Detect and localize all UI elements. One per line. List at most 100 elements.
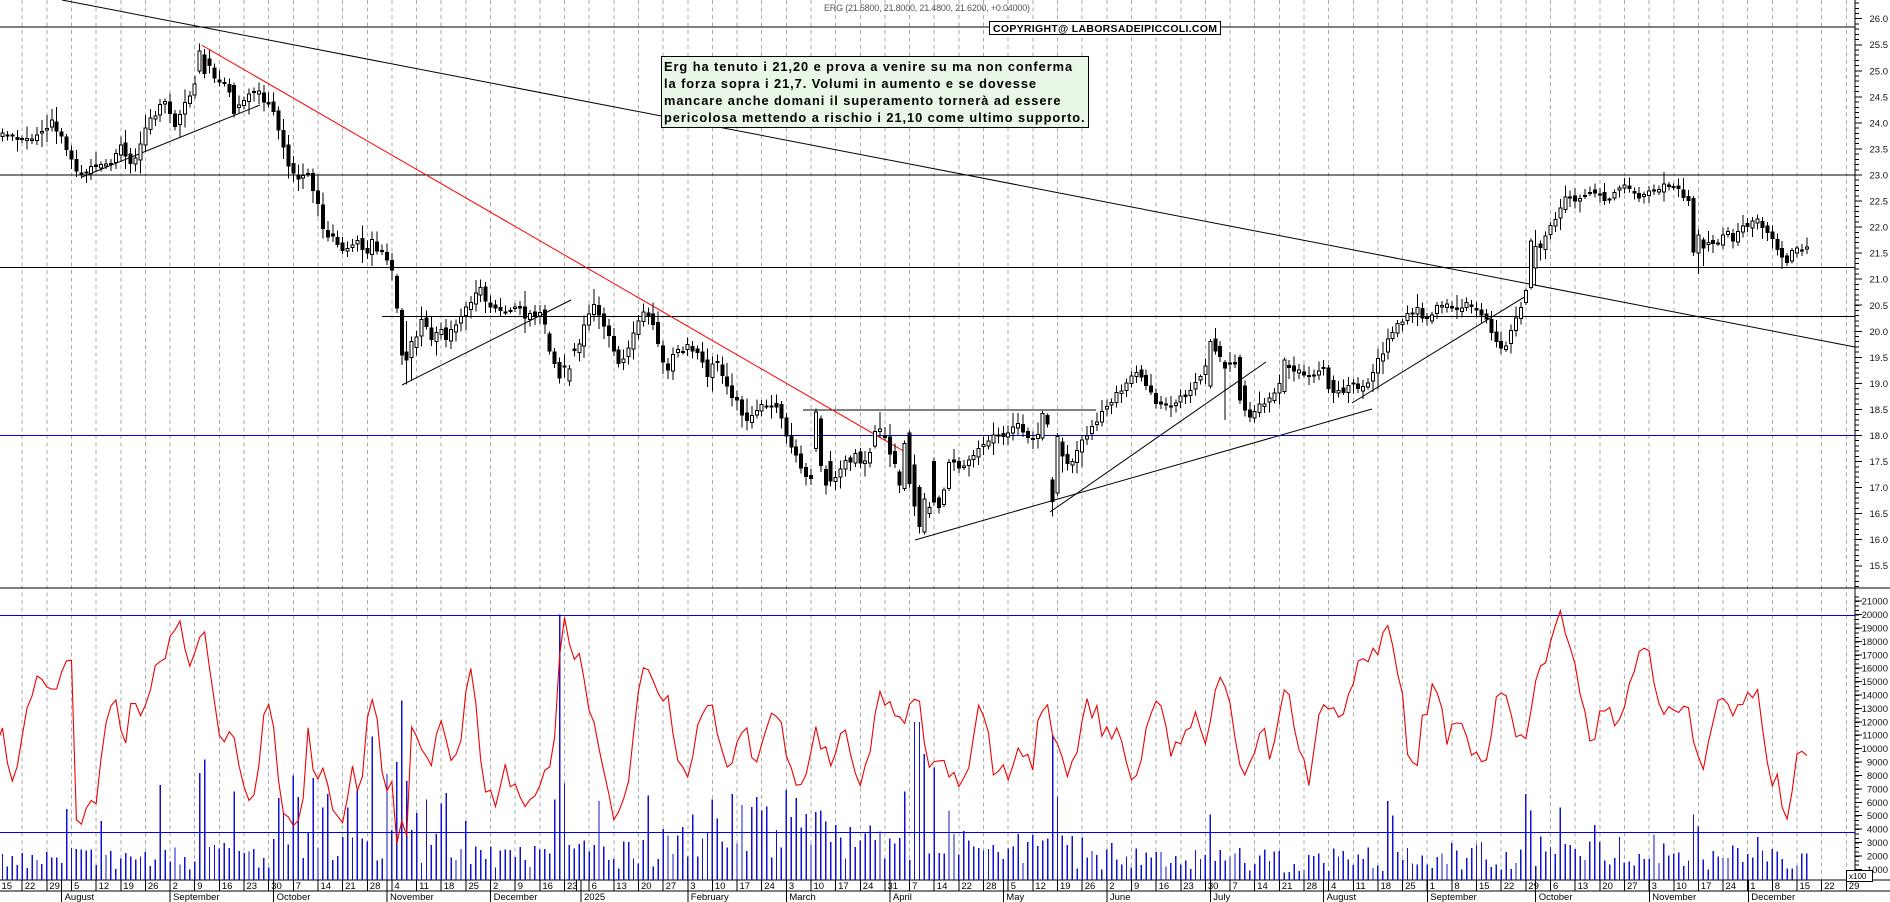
svg-text:28: 28 bbox=[370, 881, 381, 892]
svg-text:30: 30 bbox=[271, 881, 282, 892]
svg-text:17: 17 bbox=[838, 881, 849, 892]
svg-text:6: 6 bbox=[1553, 881, 1558, 892]
svg-text:7000: 7000 bbox=[1867, 784, 1888, 795]
svg-text:ERG (21.5800, 21.8000, 21.4800: ERG (21.5800, 21.8000, 21.4800, 21.6200,… bbox=[824, 3, 1030, 13]
svg-text:28: 28 bbox=[986, 881, 997, 892]
svg-text:13: 13 bbox=[1578, 881, 1589, 892]
svg-text:November: November bbox=[1652, 892, 1696, 902]
svg-text:4: 4 bbox=[394, 881, 399, 892]
svg-text:9: 9 bbox=[518, 881, 523, 892]
svg-text:21: 21 bbox=[345, 881, 356, 892]
svg-text:17000: 17000 bbox=[1862, 650, 1888, 661]
svg-text:27: 27 bbox=[1627, 881, 1638, 892]
svg-text:1000: 1000 bbox=[1867, 865, 1888, 876]
svg-text:2025: 2025 bbox=[584, 892, 605, 902]
svg-text:3000: 3000 bbox=[1867, 838, 1888, 849]
svg-text:16.0: 16.0 bbox=[1870, 535, 1889, 546]
svg-text:June: June bbox=[1110, 892, 1131, 902]
svg-text:24: 24 bbox=[1726, 881, 1737, 892]
svg-text:1: 1 bbox=[1750, 881, 1755, 892]
svg-text:26: 26 bbox=[148, 881, 159, 892]
svg-text:14: 14 bbox=[321, 881, 332, 892]
svg-text:7: 7 bbox=[1233, 881, 1238, 892]
svg-text:September: September bbox=[173, 892, 219, 902]
svg-text:August: August bbox=[65, 892, 95, 902]
svg-text:7: 7 bbox=[296, 881, 301, 892]
svg-text:16.5: 16.5 bbox=[1870, 509, 1889, 520]
svg-text:12000: 12000 bbox=[1862, 717, 1888, 728]
svg-text:17: 17 bbox=[740, 881, 751, 892]
svg-text:25: 25 bbox=[468, 881, 479, 892]
svg-text:29: 29 bbox=[1849, 881, 1860, 892]
svg-text:5: 5 bbox=[74, 881, 79, 892]
svg-text:March: March bbox=[789, 892, 815, 902]
svg-text:19.0: 19.0 bbox=[1870, 379, 1889, 390]
svg-text:23: 23 bbox=[1183, 881, 1194, 892]
svg-text:August: August bbox=[1327, 892, 1357, 902]
svg-text:17.0: 17.0 bbox=[1870, 483, 1889, 494]
svg-text:21: 21 bbox=[1282, 881, 1293, 892]
svg-text:4000: 4000 bbox=[1867, 825, 1888, 836]
svg-text:14: 14 bbox=[937, 881, 948, 892]
svg-text:20.5: 20.5 bbox=[1870, 301, 1889, 312]
svg-text:23: 23 bbox=[567, 881, 578, 892]
svg-text:13000: 13000 bbox=[1862, 704, 1888, 715]
svg-text:23: 23 bbox=[247, 881, 258, 892]
svg-text:16: 16 bbox=[1159, 881, 1170, 892]
svg-text:30: 30 bbox=[1208, 881, 1219, 892]
svg-text:6: 6 bbox=[592, 881, 597, 892]
svg-text:3: 3 bbox=[1652, 881, 1657, 892]
svg-text:October: October bbox=[1539, 892, 1573, 902]
svg-text:14: 14 bbox=[1257, 881, 1268, 892]
svg-text:20000: 20000 bbox=[1862, 610, 1888, 621]
svg-text:8: 8 bbox=[1454, 881, 1459, 892]
svg-text:22: 22 bbox=[1824, 881, 1835, 892]
svg-text:20: 20 bbox=[1602, 881, 1613, 892]
svg-text:15.5: 15.5 bbox=[1870, 561, 1889, 572]
svg-text:24: 24 bbox=[863, 881, 874, 892]
svg-text:9: 9 bbox=[197, 881, 202, 892]
svg-text:17: 17 bbox=[1701, 881, 1712, 892]
svg-text:22: 22 bbox=[25, 881, 36, 892]
svg-text:15: 15 bbox=[1479, 881, 1490, 892]
svg-text:18.5: 18.5 bbox=[1870, 405, 1889, 416]
svg-text:10000: 10000 bbox=[1862, 744, 1888, 755]
svg-text:December: December bbox=[1751, 892, 1795, 902]
svg-text:23.5: 23.5 bbox=[1870, 144, 1889, 155]
svg-text:25: 25 bbox=[1405, 881, 1416, 892]
svg-text:4: 4 bbox=[1331, 881, 1336, 892]
svg-text:December: December bbox=[494, 892, 538, 902]
svg-text:27: 27 bbox=[666, 881, 677, 892]
svg-text:3: 3 bbox=[690, 881, 695, 892]
svg-text:19: 19 bbox=[1060, 881, 1071, 892]
svg-text:22.0: 22.0 bbox=[1870, 223, 1889, 234]
svg-text:15: 15 bbox=[1800, 881, 1811, 892]
svg-text:5: 5 bbox=[1011, 881, 1016, 892]
svg-text:11: 11 bbox=[419, 881, 429, 892]
svg-text:16: 16 bbox=[542, 881, 553, 892]
svg-text:16000: 16000 bbox=[1862, 664, 1888, 675]
svg-text:20: 20 bbox=[641, 881, 652, 892]
svg-text:24.5: 24.5 bbox=[1870, 92, 1889, 103]
svg-text:May: May bbox=[1006, 892, 1024, 902]
svg-text:19: 19 bbox=[123, 881, 134, 892]
svg-text:April: April bbox=[893, 892, 912, 902]
svg-text:31: 31 bbox=[888, 881, 899, 892]
svg-text:21000: 21000 bbox=[1862, 597, 1888, 608]
svg-text:13: 13 bbox=[616, 881, 627, 892]
svg-text:2: 2 bbox=[173, 881, 178, 892]
svg-text:19000: 19000 bbox=[1862, 624, 1888, 635]
svg-text:July: July bbox=[1213, 892, 1230, 902]
svg-text:16: 16 bbox=[222, 881, 233, 892]
svg-text:9: 9 bbox=[1134, 881, 1139, 892]
svg-text:23.0: 23.0 bbox=[1870, 171, 1889, 182]
svg-text:5000: 5000 bbox=[1867, 811, 1888, 822]
svg-text:26.0: 26.0 bbox=[1870, 14, 1889, 25]
svg-text:20.0: 20.0 bbox=[1870, 327, 1889, 338]
svg-text:COPYRIGHT@ LABORSADEIPICCOLI.C: COPYRIGHT@ LABORSADEIPICCOLI.COM bbox=[993, 23, 1217, 35]
svg-text:2000: 2000 bbox=[1867, 851, 1888, 862]
svg-text:10: 10 bbox=[1676, 881, 1687, 892]
svg-text:18000: 18000 bbox=[1862, 637, 1888, 648]
svg-text:24.0: 24.0 bbox=[1870, 118, 1889, 129]
svg-text:11: 11 bbox=[1356, 881, 1366, 892]
